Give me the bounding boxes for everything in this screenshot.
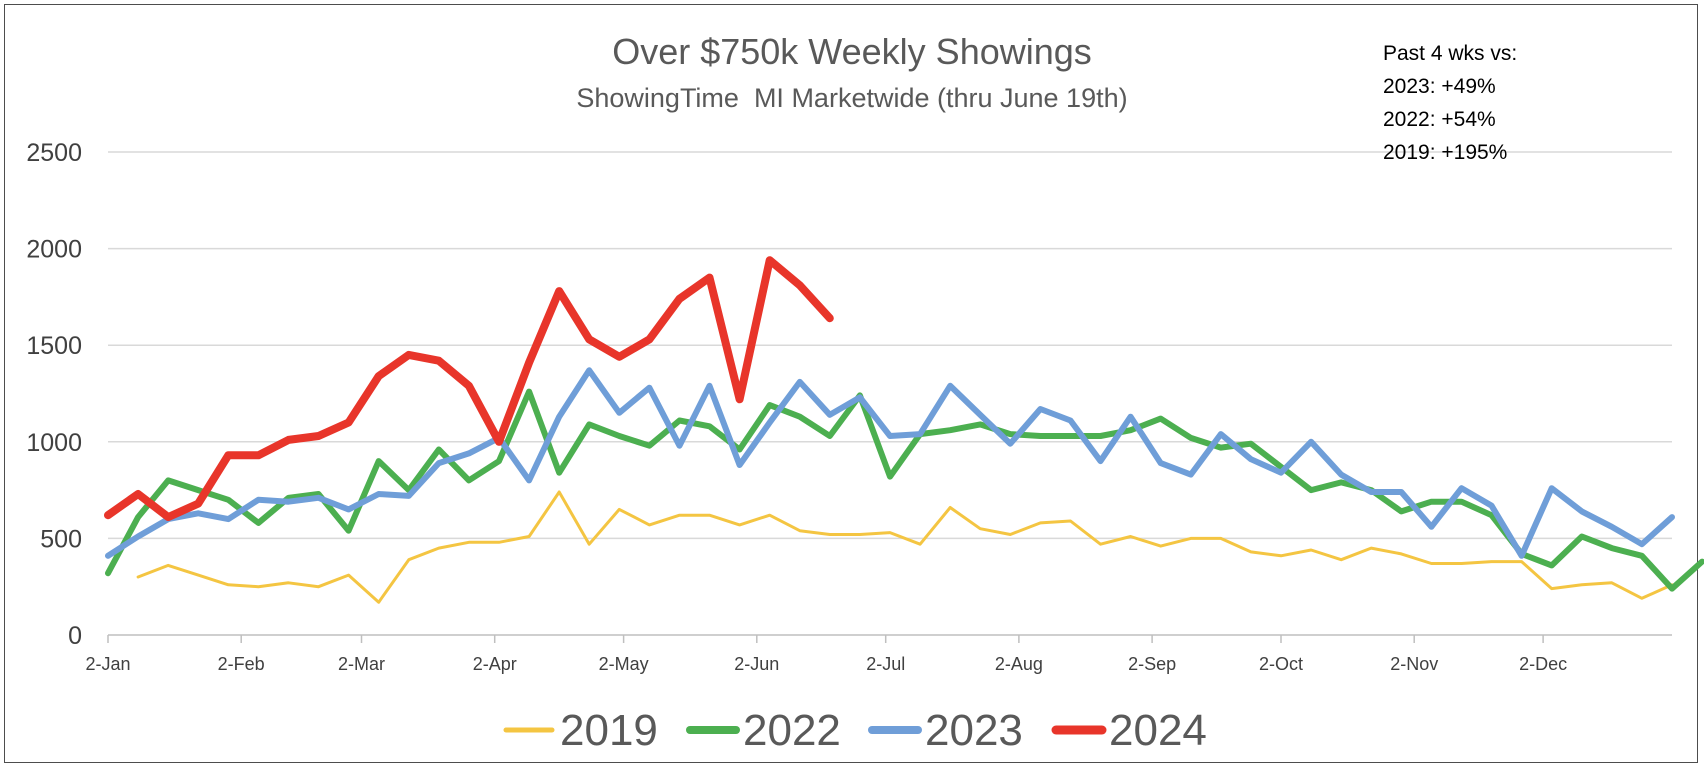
legend-label-2023: 2023	[925, 706, 1023, 755]
annotation-line-3: 2022: +54%	[1383, 108, 1496, 131]
x-tick-label: 2-Dec	[1519, 654, 1567, 674]
x-tick-label: 2-Feb	[218, 654, 265, 674]
legend-label-2022: 2022	[743, 706, 841, 755]
x-tick-label: 2-Jan	[85, 654, 130, 674]
gridlines	[108, 151, 1672, 636]
annotation-box: Past 4 wks vs: 2023: +49% 2022: +54% 201…	[1383, 42, 1517, 164]
x-tick-label: 2-Nov	[1390, 654, 1438, 674]
annotation-line-1: Past 4 wks vs:	[1383, 42, 1517, 65]
y-tick-label: 0	[68, 622, 82, 650]
x-axis-ticks: 2-Jan 2-Feb 2-Mar 2-Apr 2-May 2-Jun 2-Jul 2-Aug…	[85, 635, 1567, 674]
chart-frame	[4, 4, 1698, 763]
legend-item-2023: 2023	[868, 706, 1023, 755]
legend: 2019 2022 2023 2024	[503, 706, 1207, 755]
series-line-2019	[136, 490, 1674, 604]
x-tick-label: 2-Oct	[1259, 654, 1303, 674]
legend-item-2022: 2022	[686, 706, 841, 755]
x-tick-label: 2-Mar	[338, 654, 385, 674]
legend-label-2019: 2019	[560, 706, 658, 755]
y-axis-ticks: 0 500 1000 1500 2000 2500	[26, 139, 82, 650]
chart-subtitle: ShowingTime MI Marketwide (thru June 19t…	[576, 83, 1127, 113]
series-line-2024	[104, 256, 834, 522]
y-tick-label: 500	[40, 525, 82, 553]
y-tick-label: 1500	[26, 332, 82, 360]
x-tick-label: 2-Aug	[995, 654, 1043, 674]
legend-item-2019: 2019	[503, 706, 658, 755]
x-tick-label: 2-May	[599, 654, 649, 674]
x-tick-label: 2-Jul	[866, 654, 905, 674]
series-line-2023	[105, 367, 1675, 559]
legend-item-2024: 2024	[1051, 706, 1207, 755]
y-tick-label: 1000	[26, 429, 82, 457]
x-tick-label: 2-Jun	[734, 654, 779, 674]
x-tick-label: 2-Sep	[1128, 654, 1176, 674]
legend-label-2024: 2024	[1109, 706, 1207, 755]
x-tick-label: 2-Apr	[473, 654, 517, 674]
annotation-line-2: 2023: +49%	[1383, 75, 1496, 98]
series-lines	[104, 256, 1704, 604]
annotation-line-4: 2019: +195%	[1383, 141, 1507, 164]
y-tick-label: 2000	[26, 236, 82, 264]
chart-title: Over $750k Weekly Showings	[612, 31, 1092, 72]
series-line-2022	[105, 388, 1704, 592]
y-tick-label: 2500	[26, 139, 82, 167]
